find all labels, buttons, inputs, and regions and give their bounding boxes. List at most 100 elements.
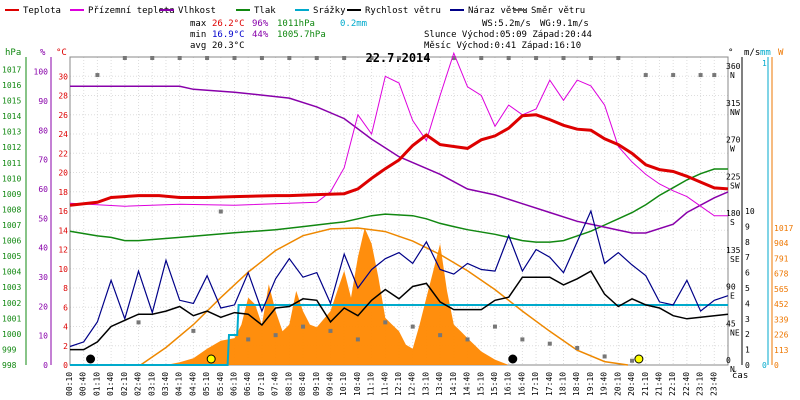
series-direction-point	[630, 358, 635, 363]
axis-solar-tick: 0	[774, 361, 779, 370]
axis-time-tick: 02:10	[120, 372, 129, 396]
axis-percent-tick: 70	[38, 156, 48, 165]
series-direction-point	[616, 56, 621, 60]
axis-celsius-tick: 0	[63, 361, 68, 370]
axis-celsius-tick: 8	[63, 284, 68, 293]
axis-hpa-tick: 1012	[2, 143, 21, 152]
series-pressure	[69, 168, 728, 243]
axis-percent-tick: 10	[38, 332, 48, 341]
series-direction-point	[602, 354, 607, 359]
series-direction-point	[191, 328, 196, 333]
axis-wind-tick: 0	[745, 361, 750, 370]
axis-hpa-tick: 1008	[2, 205, 21, 214]
axis-time-tick: 20:10	[613, 372, 622, 396]
axis-solar-tick: 226	[774, 331, 789, 340]
axis-time-tick: 03:10	[147, 372, 156, 396]
axis-time-tick: 17:40	[545, 372, 554, 396]
series-humidity	[70, 85, 729, 234]
axis-solar-tick: 339	[774, 315, 789, 324]
series-gust	[69, 209, 729, 348]
series-temperature	[69, 113, 729, 207]
axis-wind-tick: 9	[745, 222, 750, 231]
axis-time-tick: 00:10	[65, 372, 74, 396]
series-direction-point	[218, 209, 223, 214]
axis-time-tick: 08:10	[284, 372, 293, 396]
axis-celsius-tick: 6	[63, 303, 68, 312]
axis-direction-dir: W	[730, 145, 735, 154]
axis-solar-tick: 113	[774, 346, 789, 355]
axis-hpa-tick: 1007	[2, 221, 21, 230]
axis-time-tick: 22:10	[668, 372, 677, 396]
axis-solar-title: W	[778, 48, 784, 58]
axis-celsius-tick: 10	[58, 265, 68, 274]
chart-title: 22.7.2014	[365, 51, 430, 65]
axis-hpa-tick: 1004	[2, 268, 21, 277]
axes: hPa9989991000100110021003100410051006100…	[2, 48, 793, 396]
series-direction-point	[259, 56, 264, 60]
axis-direction-tick: 45	[726, 319, 736, 328]
axis-time-tick: 04:40	[188, 372, 197, 396]
series-direction-point	[479, 56, 484, 60]
axis-time-tick: 15:10	[476, 372, 485, 396]
axis-solar-tick: 904	[774, 239, 789, 248]
axis-direction-tick: 90	[726, 283, 736, 292]
series-direction-point	[492, 324, 497, 329]
axis-hpa-tick: 1002	[2, 299, 21, 308]
legend-label: Rychlost větru	[365, 6, 441, 16]
series-ground-temperature	[69, 51, 728, 217]
axis-time-tick: 16:40	[517, 372, 526, 396]
axis-time-tick: 09:40	[325, 372, 334, 396]
axis-hpa-title: hPa	[5, 48, 21, 58]
axis-time-tick: 02:40	[134, 372, 143, 396]
axis-time-tick: 13:10	[421, 372, 430, 396]
axis-celsius-tick: 20	[58, 169, 68, 178]
series-direction-point	[136, 320, 141, 325]
stat-max-rain: 0.2mm	[340, 19, 367, 29]
sun-marker	[634, 354, 644, 364]
axis-solar-tick: 565	[774, 285, 789, 294]
axis-time-tick: 14:10	[449, 372, 458, 396]
series-direction-point	[575, 345, 580, 350]
axis-wind-tick: 2	[745, 330, 750, 339]
axis-time-tick: 11:10	[367, 372, 376, 396]
stat-min-label: min	[190, 30, 206, 40]
axis-celsius-title: °C	[56, 48, 67, 58]
axis-solar-tick: 1017	[774, 224, 793, 233]
series-direction-point	[177, 56, 182, 60]
axis-wind-tick: 4	[745, 299, 750, 308]
series-direction-point	[643, 73, 648, 78]
series-direction-point	[369, 56, 374, 60]
legend-label: Náraz větru	[468, 6, 528, 16]
axis-direction-tick: 270	[726, 136, 741, 145]
axis-time-tick: 10:10	[339, 372, 348, 396]
axis-wind-tick: 7	[745, 253, 750, 262]
sun-marker	[206, 354, 216, 364]
axis-hpa-tick: 1010	[2, 174, 21, 183]
axis-direction-tick: 315	[726, 99, 741, 108]
info-ws: WS:5.2m/s	[482, 19, 531, 29]
axis-percent-tick: 80	[38, 126, 48, 135]
axis-percent-tick: 50	[38, 214, 48, 223]
axis-percent-title: %	[40, 48, 46, 58]
axis-time-tick: 05:10	[202, 372, 211, 396]
series-direction-point	[205, 56, 210, 60]
stat-avg-label: avg	[190, 41, 206, 51]
axis-hpa-tick: 1009	[2, 190, 21, 199]
series-direction-point	[273, 333, 278, 338]
axis-time-tick: 04:10	[175, 372, 184, 396]
series-direction-point	[328, 328, 333, 333]
axis-hpa-tick: 1005	[2, 252, 21, 261]
axis-celsius-tick: 24	[58, 130, 68, 139]
axis-hpa-tick: 1003	[2, 283, 21, 292]
axis-time-tick: 18:10	[559, 372, 568, 396]
axis-direction-tick: 135	[726, 246, 741, 255]
axis-celsius-tick: 12	[58, 246, 68, 255]
axis-time-tick: 20:40	[627, 372, 636, 396]
legend-label: Tlak	[254, 6, 276, 16]
axis-direction-dir: SW	[730, 181, 740, 190]
axis-time-tick: 12:40	[408, 372, 417, 396]
axis-hpa-tick: 1017	[2, 65, 21, 74]
axis-solar-tick: 452	[774, 300, 789, 309]
axis-direction-tick: 180	[726, 209, 741, 218]
